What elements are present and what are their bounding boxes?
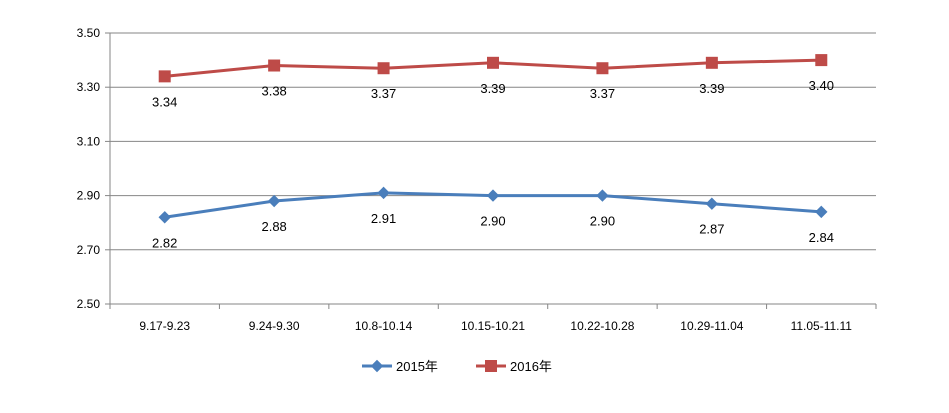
square-marker	[705, 56, 718, 69]
data-label: 3.39	[699, 81, 724, 96]
legend-item-1[interactable]: 2016年	[476, 359, 552, 374]
diamond-marker	[486, 189, 500, 202]
diamond-marker	[267, 194, 281, 208]
data-label: 3.37	[590, 86, 615, 101]
axes: 2.50 2.70 2.90 3.10 3.30 3.50 9.17-9.23 9.24-9.…	[77, 26, 877, 333]
diamond-marker	[596, 189, 609, 202]
legend-item-0[interactable]: 2015年	[362, 359, 438, 374]
y-tick-label: 2.70	[77, 243, 101, 257]
diamond-marker	[377, 186, 390, 200]
y-tick-label: 3.30	[77, 80, 101, 94]
y-tick-label: 3.50	[77, 26, 101, 40]
grid	[110, 32, 876, 251]
data-label: 3.37	[371, 86, 396, 101]
y-tick-label: 2.50	[77, 297, 101, 311]
square-marker	[815, 54, 828, 67]
legend-label: 2015年	[396, 359, 438, 374]
x-category-label: 9.24-9.30	[249, 319, 300, 333]
x-category-label: 9.17-9.23	[139, 319, 190, 333]
legend[interactable]: 2015年 2016年	[362, 359, 552, 374]
data-label: 2.91	[371, 211, 396, 226]
x-category-label: 10.15-10.21	[461, 319, 525, 333]
series-0: 2.82 2.88 2.91 2.90 2.90 2.87 2.84	[152, 186, 834, 250]
square-marker	[268, 59, 281, 72]
diamond-marker	[158, 211, 171, 224]
diamond-marker	[815, 205, 828, 219]
data-label: 2.90	[590, 214, 615, 229]
x-category-label: 11.05-11.11	[791, 319, 853, 333]
data-label: 2.90	[480, 214, 505, 229]
data-label: 3.40	[809, 78, 834, 93]
data-label: 2.88	[261, 219, 286, 234]
data-label: 3.38	[261, 84, 286, 99]
x-category-label: 10.22-10.28	[570, 319, 634, 333]
y-tick-label: 3.10	[77, 134, 101, 148]
data-label: 3.39	[480, 81, 505, 96]
x-category-label: 10.8-10.14	[355, 319, 413, 333]
data-label: 2.82	[152, 235, 177, 250]
square-marker	[596, 62, 609, 75]
square-marker	[487, 56, 499, 69]
square-marker	[377, 62, 390, 75]
legend-label: 2016年	[510, 359, 552, 374]
data-label: 2.84	[809, 230, 834, 245]
y-tick-label: 2.90	[77, 189, 101, 203]
square-marker	[158, 70, 171, 83]
series-1: 3.34 3.38 3.37 3.39 3.37 3.39 3.40	[152, 54, 834, 109]
legend-diamond-icon	[370, 359, 384, 373]
diamond-marker	[705, 197, 719, 210]
data-label: 3.34	[152, 94, 177, 109]
data-label: 2.87	[699, 222, 724, 237]
legend-square-icon	[485, 360, 497, 372]
series: 2.82 2.88 2.91 2.90 2.90 2.87 2.84 3.34 3.38 3.37…	[152, 54, 834, 250]
x-category-label: 10.29-11.04	[680, 319, 743, 333]
